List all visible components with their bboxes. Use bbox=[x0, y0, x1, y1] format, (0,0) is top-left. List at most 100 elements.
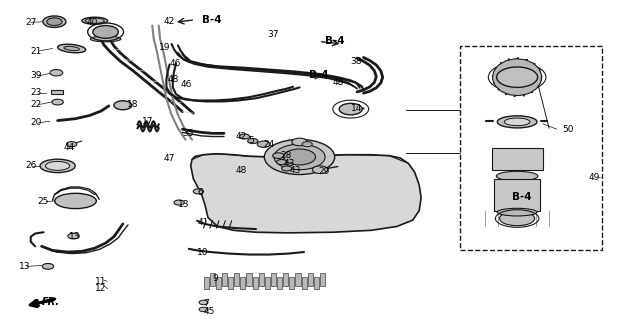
Polygon shape bbox=[289, 277, 294, 289]
Text: 48: 48 bbox=[333, 78, 344, 87]
Text: 13: 13 bbox=[19, 262, 31, 271]
Ellipse shape bbox=[497, 116, 537, 128]
Text: 17: 17 bbox=[142, 117, 154, 126]
Text: FR.: FR. bbox=[42, 297, 60, 308]
Text: B-4: B-4 bbox=[202, 15, 221, 25]
Text: 45: 45 bbox=[204, 307, 215, 315]
Polygon shape bbox=[493, 59, 541, 95]
Text: 24: 24 bbox=[264, 140, 275, 149]
Circle shape bbox=[282, 166, 292, 171]
Text: 43: 43 bbox=[290, 166, 301, 175]
Ellipse shape bbox=[40, 159, 76, 173]
Bar bbox=[494, 179, 540, 211]
Ellipse shape bbox=[64, 46, 79, 51]
Text: 13: 13 bbox=[178, 200, 189, 209]
Circle shape bbox=[248, 138, 258, 144]
Circle shape bbox=[339, 103, 362, 115]
Ellipse shape bbox=[504, 118, 530, 126]
Polygon shape bbox=[277, 277, 282, 289]
Polygon shape bbox=[308, 273, 313, 286]
Circle shape bbox=[312, 166, 328, 174]
Circle shape bbox=[67, 142, 77, 147]
Text: 48: 48 bbox=[236, 166, 247, 175]
Ellipse shape bbox=[45, 161, 70, 170]
Circle shape bbox=[114, 101, 132, 110]
Text: 46: 46 bbox=[180, 80, 192, 89]
Polygon shape bbox=[284, 273, 289, 286]
Text: 41: 41 bbox=[197, 218, 209, 227]
Text: 19: 19 bbox=[159, 43, 170, 52]
Text: 21: 21 bbox=[31, 47, 42, 56]
Text: 11: 11 bbox=[95, 277, 106, 286]
Circle shape bbox=[292, 138, 307, 146]
Circle shape bbox=[47, 18, 62, 26]
Polygon shape bbox=[204, 277, 209, 289]
Text: 44: 44 bbox=[64, 143, 76, 152]
Circle shape bbox=[497, 67, 538, 87]
Polygon shape bbox=[234, 273, 239, 286]
Circle shape bbox=[199, 307, 208, 312]
Text: 48: 48 bbox=[168, 75, 179, 84]
Circle shape bbox=[239, 134, 250, 139]
Polygon shape bbox=[222, 273, 227, 286]
Circle shape bbox=[68, 233, 79, 239]
Ellipse shape bbox=[58, 44, 86, 53]
Text: 12: 12 bbox=[95, 284, 106, 293]
Circle shape bbox=[199, 300, 208, 305]
Text: 7: 7 bbox=[204, 299, 209, 308]
Text: 50: 50 bbox=[562, 125, 573, 134]
Bar bbox=[51, 90, 63, 94]
Polygon shape bbox=[191, 154, 421, 233]
Polygon shape bbox=[301, 277, 307, 289]
Polygon shape bbox=[296, 273, 301, 286]
Polygon shape bbox=[265, 277, 270, 289]
Polygon shape bbox=[240, 277, 245, 289]
Ellipse shape bbox=[82, 17, 108, 24]
Text: 42: 42 bbox=[236, 132, 247, 141]
Bar bbox=[492, 148, 543, 170]
Polygon shape bbox=[259, 273, 264, 286]
Circle shape bbox=[273, 153, 284, 159]
Text: 20: 20 bbox=[31, 118, 42, 127]
Ellipse shape bbox=[497, 171, 538, 181]
Text: 37: 37 bbox=[268, 30, 279, 39]
Text: 22: 22 bbox=[31, 100, 42, 109]
Text: 23: 23 bbox=[31, 88, 42, 97]
Circle shape bbox=[193, 189, 204, 194]
Circle shape bbox=[274, 144, 325, 170]
Circle shape bbox=[264, 139, 335, 174]
Text: 47: 47 bbox=[163, 154, 175, 163]
Ellipse shape bbox=[55, 193, 96, 209]
Circle shape bbox=[50, 70, 63, 76]
Polygon shape bbox=[246, 273, 252, 286]
Text: 18: 18 bbox=[127, 100, 138, 109]
Text: 28: 28 bbox=[280, 151, 292, 160]
Polygon shape bbox=[210, 273, 215, 286]
Circle shape bbox=[257, 141, 270, 147]
Text: 14: 14 bbox=[351, 104, 362, 113]
Circle shape bbox=[42, 263, 54, 269]
Circle shape bbox=[276, 160, 287, 165]
Text: 9: 9 bbox=[212, 274, 218, 283]
Text: 10: 10 bbox=[197, 248, 209, 257]
Circle shape bbox=[302, 142, 312, 147]
Text: 49: 49 bbox=[589, 173, 600, 182]
FancyArrowPatch shape bbox=[33, 299, 55, 306]
Text: 29: 29 bbox=[319, 167, 330, 176]
Text: B-4: B-4 bbox=[512, 192, 532, 202]
Polygon shape bbox=[314, 277, 319, 289]
Circle shape bbox=[52, 99, 63, 105]
Text: 5: 5 bbox=[248, 137, 254, 145]
Text: 40: 40 bbox=[86, 18, 98, 27]
Text: 27: 27 bbox=[26, 18, 37, 27]
Text: 25: 25 bbox=[37, 197, 49, 206]
Text: 35: 35 bbox=[182, 129, 194, 138]
Text: 42: 42 bbox=[163, 17, 175, 26]
Circle shape bbox=[43, 16, 66, 27]
Polygon shape bbox=[228, 277, 233, 289]
Polygon shape bbox=[253, 277, 258, 289]
Text: 46: 46 bbox=[170, 59, 181, 68]
Ellipse shape bbox=[85, 18, 104, 23]
Ellipse shape bbox=[499, 211, 535, 226]
Ellipse shape bbox=[90, 36, 121, 42]
